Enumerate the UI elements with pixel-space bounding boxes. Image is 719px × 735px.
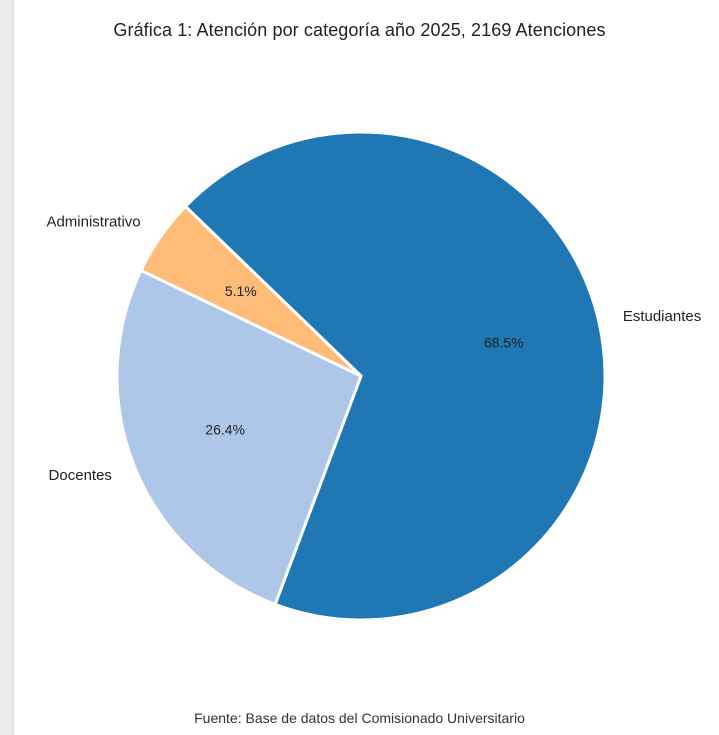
chart-title: Gráfica 1: Atención por categoría año 20…: [113, 20, 606, 40]
slice-label-administrativo: Administrativo: [46, 214, 140, 231]
pie-slice-administrativo: [139, 205, 363, 378]
slice-label-estudiantes: Estudiantes: [623, 308, 701, 325]
source-note: Fuente: Base de datos del Comisionado Un…: [194, 710, 525, 726]
pct-label-administrativo: 5.1%: [225, 283, 257, 299]
pct-label-docentes: 26.4%: [205, 421, 245, 437]
pie-slice-docentes: [115, 268, 363, 606]
pct-label-estudiantes: 68.5%: [484, 335, 524, 351]
pie-slice-estudiantes: [183, 130, 607, 622]
slice-label-docentes: Docentes: [49, 467, 112, 484]
